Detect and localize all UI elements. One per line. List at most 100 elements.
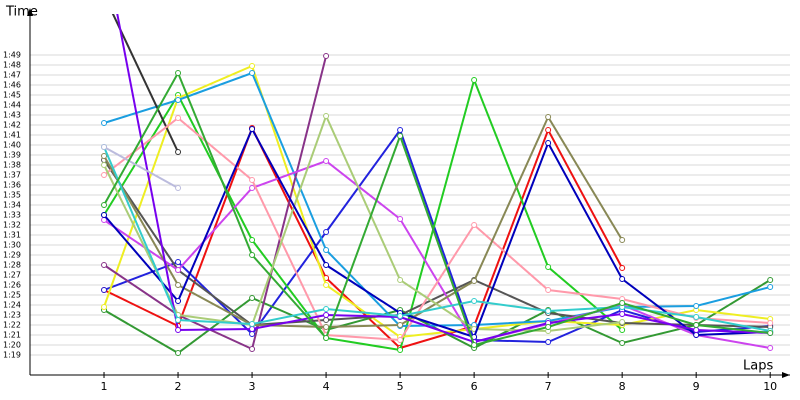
x-tick-label: 6 — [471, 380, 478, 393]
x-axis-arrow — [782, 372, 790, 378]
series-line — [103, 159, 771, 349]
point — [693, 314, 700, 320]
y-tick-label: 1:38 — [3, 161, 21, 170]
y-tick-label: 1:25 — [3, 291, 21, 300]
point — [249, 70, 256, 76]
y-tick-label: 1:47 — [3, 71, 21, 80]
y-tick-label: 1:37 — [3, 171, 21, 180]
point — [101, 172, 108, 178]
x-tick-label: 10 — [763, 380, 777, 393]
x-tick-label: 1 — [101, 380, 108, 393]
series-line — [103, 146, 179, 189]
point — [175, 97, 182, 103]
point — [175, 298, 182, 304]
point — [249, 252, 256, 258]
point — [101, 304, 108, 310]
point — [767, 345, 774, 351]
plot-area — [101, 14, 774, 356]
point — [249, 126, 256, 132]
series-line — [103, 55, 328, 351]
point — [249, 63, 256, 69]
point — [101, 202, 108, 208]
point — [693, 332, 700, 338]
point — [767, 320, 774, 326]
y-axis-label: Time — [5, 5, 38, 20]
point — [249, 331, 256, 337]
point — [101, 120, 108, 126]
point — [397, 133, 404, 139]
y-tick-label: 1:44 — [3, 101, 21, 110]
point — [323, 317, 330, 323]
point — [101, 212, 108, 218]
point — [175, 350, 182, 356]
point — [101, 162, 108, 168]
point — [619, 327, 626, 333]
y-tick-label: 1:36 — [3, 181, 21, 190]
x-axis-label: Laps — [743, 359, 773, 374]
point — [397, 337, 404, 343]
point — [471, 222, 478, 228]
point — [175, 267, 182, 273]
point — [397, 313, 404, 319]
point — [471, 298, 478, 304]
point — [471, 77, 478, 83]
x-tick-label: 4 — [323, 380, 330, 393]
point — [175, 282, 182, 288]
point — [175, 70, 182, 76]
y-axis-arrow — [27, 8, 33, 16]
point — [619, 265, 626, 271]
point — [175, 259, 182, 265]
point — [767, 277, 774, 283]
y-tick-label: 1:31 — [3, 231, 21, 240]
point — [545, 114, 552, 120]
point — [101, 153, 108, 159]
y-tick-label: 1:27 — [3, 271, 21, 280]
point — [323, 247, 330, 253]
point — [249, 237, 256, 243]
point — [323, 312, 330, 318]
point — [545, 127, 552, 133]
y-tick-label: 1:48 — [3, 61, 21, 70]
point — [619, 319, 626, 325]
y-tick-label: 1:39 — [3, 151, 21, 160]
point — [767, 330, 774, 336]
series-line — [116, 14, 771, 344]
series-line — [103, 146, 771, 332]
y-tick-label: 1:49 — [3, 51, 21, 60]
point — [545, 287, 552, 293]
point — [323, 335, 330, 341]
x-tick-label: 7 — [545, 380, 552, 393]
point — [397, 216, 404, 222]
point — [545, 339, 552, 345]
point — [323, 113, 330, 119]
point — [323, 324, 330, 330]
y-tick-label: 1:30 — [3, 241, 21, 250]
series-line — [103, 126, 771, 339]
series-line — [103, 70, 771, 347]
point — [323, 306, 330, 312]
y-tick-label: 1:19 — [3, 351, 21, 360]
point — [175, 115, 182, 121]
y-tick-label: 1:41 — [3, 131, 21, 140]
series-line — [103, 64, 771, 339]
y-tick-label: 1:24 — [3, 301, 21, 310]
point — [545, 264, 552, 270]
y-tick-label: 1:45 — [3, 91, 21, 100]
series-line — [103, 76, 623, 352]
point — [619, 311, 626, 317]
y-tick-label: 1:43 — [3, 111, 21, 120]
y-tick-label: 1:28 — [3, 261, 21, 270]
y-tick-label: 1:40 — [3, 141, 21, 150]
point — [397, 322, 404, 328]
y-tick-label: 1:32 — [3, 221, 21, 230]
point — [619, 300, 626, 306]
x-tick-label: 2 — [175, 380, 182, 393]
x-tick-label: 8 — [619, 380, 626, 393]
point — [323, 158, 330, 164]
point — [101, 144, 108, 150]
y-tick-label: 1:29 — [3, 251, 21, 260]
point — [101, 262, 108, 268]
y-tick-label: 1:22 — [3, 321, 21, 330]
